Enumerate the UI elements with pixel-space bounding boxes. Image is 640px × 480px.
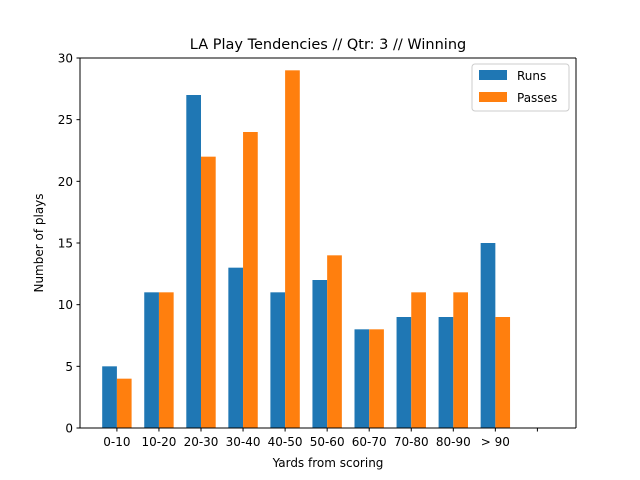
x-tick-label: 50-60 bbox=[310, 435, 345, 449]
y-tick-label: 15 bbox=[58, 237, 73, 251]
bar-runs-6 bbox=[354, 329, 370, 428]
bar-runs-7 bbox=[396, 317, 412, 428]
bar-runs-0 bbox=[102, 366, 117, 428]
bar-passes-9 bbox=[495, 317, 511, 428]
y-axis-label: Number of plays bbox=[32, 193, 46, 292]
bar-passes-7 bbox=[411, 292, 426, 428]
bar-passes-3 bbox=[243, 132, 258, 428]
legend: Runs Passes bbox=[471, 63, 570, 112]
y-tick-label: 25 bbox=[58, 113, 73, 127]
bar-runs-9 bbox=[480, 243, 496, 428]
bar-runs-2 bbox=[186, 95, 201, 428]
x-tick-label: 40-50 bbox=[268, 435, 303, 449]
legend-swatch-runs bbox=[479, 70, 507, 80]
axes-frame bbox=[79, 57, 577, 429]
bar-passes-1 bbox=[158, 292, 174, 428]
y-tick-label: 30 bbox=[58, 52, 73, 66]
bar-passes-5 bbox=[327, 255, 342, 428]
bar-passes-0 bbox=[116, 378, 132, 428]
bar-passes-6 bbox=[369, 329, 384, 428]
y-tick-label: 5 bbox=[65, 360, 73, 374]
legend-label-runs: Runs bbox=[517, 69, 546, 83]
bar-passes-4 bbox=[285, 70, 300, 428]
x-tick-label: 60-70 bbox=[352, 435, 387, 449]
bar-runs-5 bbox=[312, 280, 328, 428]
bar-runs-8 bbox=[438, 317, 454, 428]
y-tick-label: 0 bbox=[65, 422, 73, 436]
y-tick-label: 20 bbox=[58, 175, 73, 189]
x-tick-label: 0-10 bbox=[103, 435, 130, 449]
chart-title: LA Play Tendencies // Qtr: 3 // Winning bbox=[190, 37, 466, 53]
bar-passes-8 bbox=[453, 292, 468, 428]
y-tick-label: 10 bbox=[58, 298, 73, 312]
x-tick-label: 80-90 bbox=[436, 435, 471, 449]
x-tick-label: 10-20 bbox=[142, 435, 177, 449]
legend-swatch-passes bbox=[479, 92, 507, 102]
x-axis-label: Yards from scoring bbox=[272, 456, 384, 470]
bar-runs-3 bbox=[228, 267, 244, 428]
x-tick-label: > 90 bbox=[481, 435, 510, 449]
legend-label-passes: Passes bbox=[517, 91, 557, 105]
bar-runs-1 bbox=[144, 292, 159, 428]
x-tick-label: 20-30 bbox=[184, 435, 219, 449]
bar-runs-4 bbox=[270, 292, 286, 428]
x-tick-label: 70-80 bbox=[394, 435, 429, 449]
bar-passes-2 bbox=[201, 156, 216, 429]
x-tick-label: 30-40 bbox=[226, 435, 261, 449]
